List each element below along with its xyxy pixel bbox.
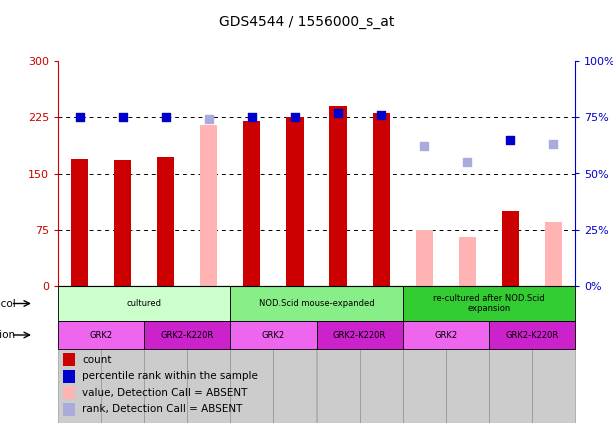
Point xyxy=(506,136,516,143)
Bar xyxy=(273,286,316,423)
Bar xyxy=(63,370,75,383)
Bar xyxy=(71,159,88,286)
Text: count: count xyxy=(82,355,112,365)
Point xyxy=(549,141,558,148)
Bar xyxy=(502,211,519,286)
Point xyxy=(161,114,170,121)
Text: GRK2-K220R: GRK2-K220R xyxy=(161,330,214,340)
Text: GDS4544 / 1556000_s_at: GDS4544 / 1556000_s_at xyxy=(219,15,394,29)
Bar xyxy=(58,286,230,321)
Bar xyxy=(316,286,360,423)
Bar xyxy=(360,286,403,423)
Bar xyxy=(187,286,230,423)
Point xyxy=(333,110,343,116)
Text: NOD.Scid mouse-expanded: NOD.Scid mouse-expanded xyxy=(259,299,375,308)
Text: cultured: cultured xyxy=(127,299,162,308)
Bar xyxy=(114,160,131,286)
Bar xyxy=(329,106,347,286)
Text: percentile rank within the sample: percentile rank within the sample xyxy=(82,371,258,382)
Bar xyxy=(416,230,433,286)
Text: GRK2: GRK2 xyxy=(89,330,113,340)
Bar xyxy=(373,113,390,286)
Text: protocol: protocol xyxy=(0,299,16,308)
Bar xyxy=(316,321,403,349)
Bar xyxy=(230,286,273,423)
Bar xyxy=(446,286,489,423)
Bar xyxy=(545,222,562,286)
Bar xyxy=(403,321,489,349)
Bar xyxy=(459,237,476,286)
Bar xyxy=(489,286,532,423)
Text: genotype/variation: genotype/variation xyxy=(0,330,16,340)
Bar xyxy=(230,321,316,349)
Bar xyxy=(200,125,218,286)
Bar xyxy=(144,321,230,349)
Bar xyxy=(403,286,575,321)
Bar xyxy=(243,121,261,286)
Bar xyxy=(58,321,144,349)
Text: value, Detection Call = ABSENT: value, Detection Call = ABSENT xyxy=(82,388,248,398)
Text: GRK2: GRK2 xyxy=(262,330,285,340)
Point xyxy=(462,159,472,166)
Text: GRK2-K220R: GRK2-K220R xyxy=(333,330,386,340)
Point xyxy=(376,112,386,118)
Bar xyxy=(230,286,403,321)
Bar xyxy=(489,321,575,349)
Bar xyxy=(286,117,303,286)
Point xyxy=(204,116,214,123)
Bar xyxy=(403,286,446,423)
Point xyxy=(419,143,429,150)
Bar xyxy=(63,387,75,399)
Bar xyxy=(63,353,75,366)
Bar xyxy=(58,286,101,423)
Text: GRK2-K220R: GRK2-K220R xyxy=(505,330,558,340)
Point xyxy=(75,114,85,121)
Bar xyxy=(157,157,174,286)
Bar xyxy=(101,286,144,423)
Bar xyxy=(144,286,187,423)
Text: re-cultured after NOD.Scid
expansion: re-cultured after NOD.Scid expansion xyxy=(433,294,544,313)
Point xyxy=(118,114,128,121)
Text: rank, Detection Call = ABSENT: rank, Detection Call = ABSENT xyxy=(82,404,243,415)
Point xyxy=(290,114,300,121)
Bar xyxy=(63,403,75,416)
Bar xyxy=(532,286,575,423)
Point xyxy=(247,114,257,121)
Text: GRK2: GRK2 xyxy=(434,330,457,340)
